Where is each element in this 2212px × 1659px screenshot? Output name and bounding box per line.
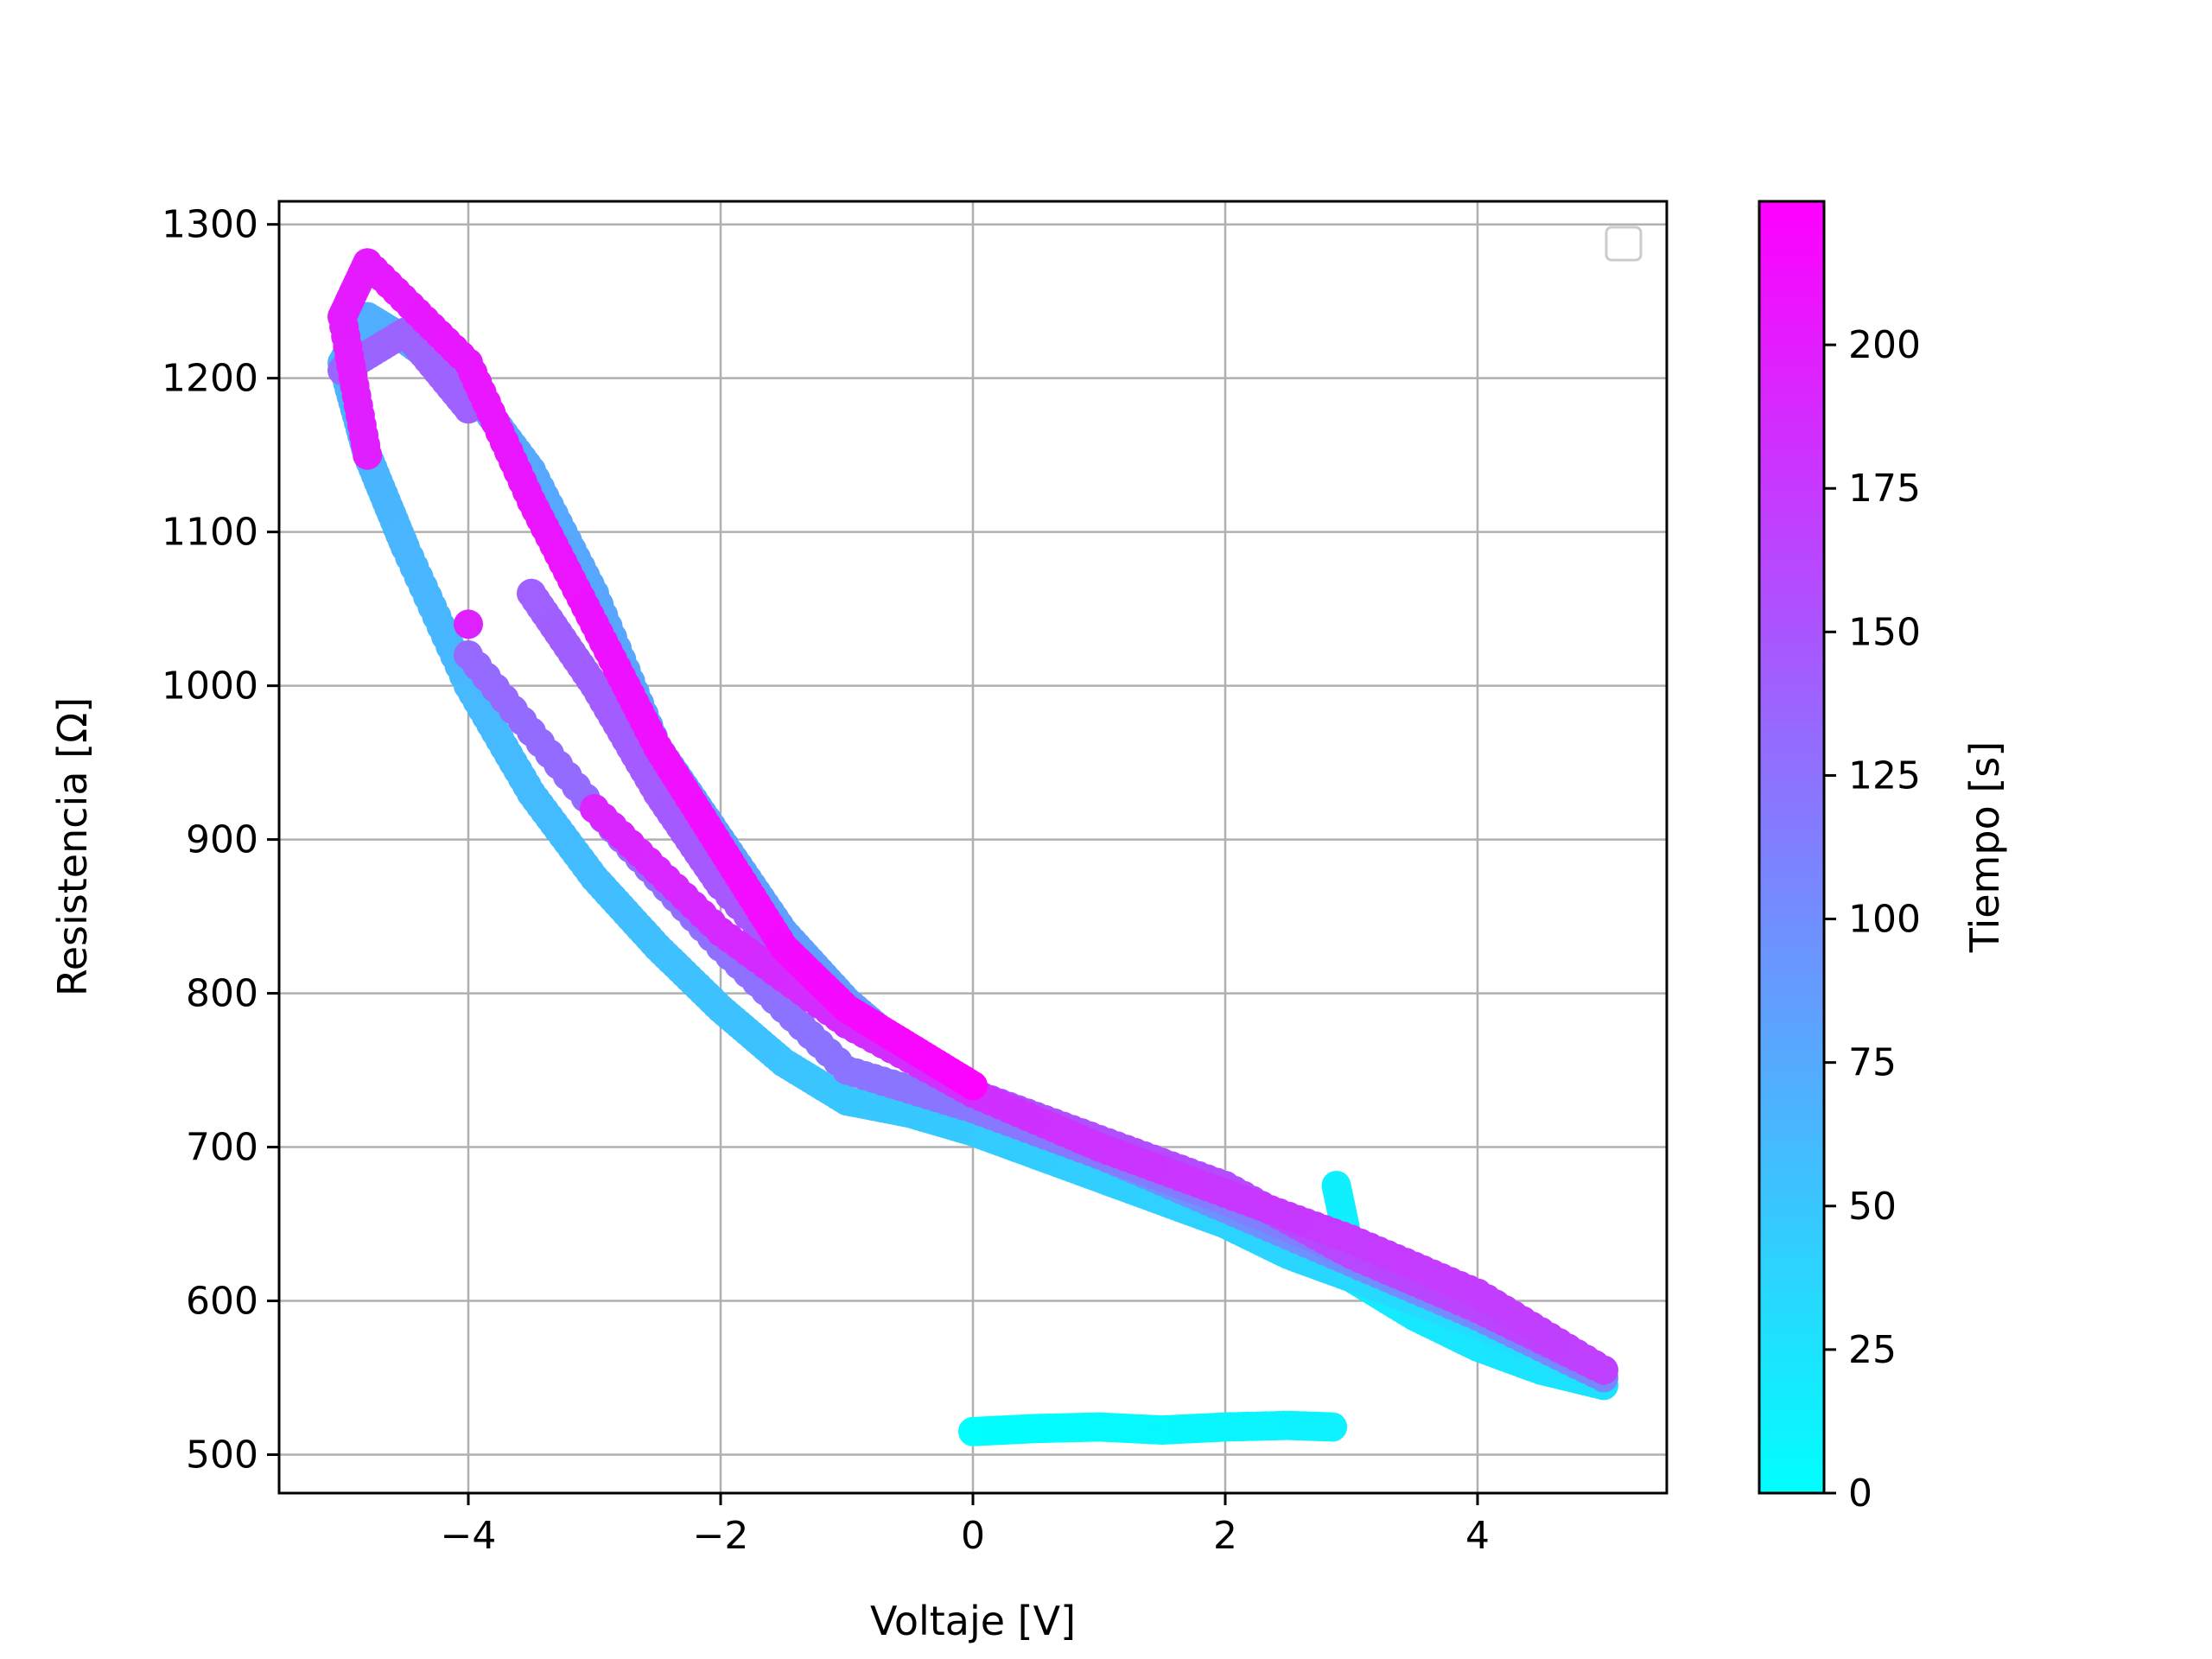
colorbar-tick-label: 200 — [1848, 323, 1921, 367]
y-tick-label: 800 — [186, 972, 258, 1016]
y-tick-label: 600 — [186, 1280, 258, 1324]
y-tick-label: 700 — [186, 1126, 258, 1170]
colorbar-tick-label: 50 — [1848, 1185, 1897, 1229]
x-tick-label: 4 — [1465, 1514, 1490, 1558]
y-tick-label: 1300 — [162, 203, 258, 247]
x-tick-label: −4 — [441, 1514, 497, 1558]
y-axis-ticks: 500 600 700 800 900 1000 1100 1200 1300 — [162, 203, 279, 1478]
scatter-points — [327, 248, 1618, 1446]
colorbar-label: Tiempo [s] — [1961, 741, 2008, 953]
data-point — [958, 1071, 988, 1101]
colorbar-tick-label: 75 — [1848, 1041, 1897, 1085]
x-tick-label: 2 — [1213, 1514, 1237, 1558]
data-point — [454, 609, 483, 639]
colorbar-tick-label: 25 — [1848, 1328, 1897, 1372]
y-tick-label: 1200 — [162, 357, 258, 401]
colorbar-tick-label: 0 — [1848, 1471, 1872, 1516]
colorbar-ticks: 0 25 50 75 100 125 150 175 200 — [1824, 323, 1921, 1516]
legend-box — [1605, 226, 1643, 262]
y-tick-label: 1000 — [162, 664, 258, 709]
y-tick-label: 900 — [186, 818, 258, 862]
y-tick-label: 1100 — [162, 511, 258, 555]
data-point — [580, 794, 609, 823]
y-axis-label: Resistencia [Ω] — [49, 697, 96, 996]
x-tick-label: −2 — [693, 1514, 749, 1558]
colorbar-tick-label: 125 — [1848, 753, 1921, 798]
colorbar-frame — [1758, 200, 1826, 1495]
colorbar-tick-label: 150 — [1848, 610, 1921, 654]
x-tick-label: 0 — [961, 1514, 985, 1558]
y-tick-label: 500 — [186, 1433, 258, 1478]
x-axis-ticks: −4 −2 0 2 4 — [441, 1493, 1490, 1558]
colorbar-tick-label: 175 — [1848, 467, 1921, 511]
x-axis-label: Voltaje [V] — [870, 1598, 1076, 1644]
data-point — [1318, 1412, 1348, 1442]
colorbar — [1759, 201, 1824, 1493]
data-point — [454, 640, 483, 670]
colorbar-tick-label: 100 — [1848, 898, 1921, 942]
